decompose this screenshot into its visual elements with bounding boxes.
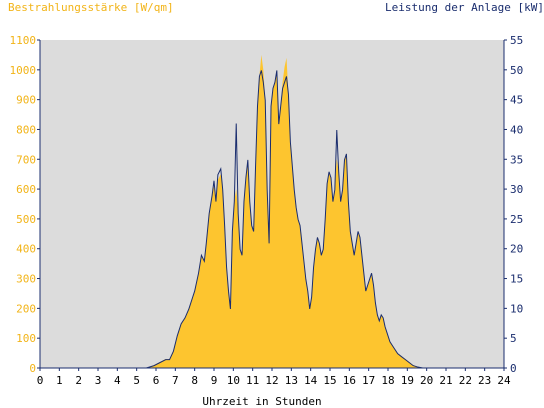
irradiance-area [40,54,504,368]
x-tick-label: 9 [211,374,218,387]
x-tick-label: 5 [133,374,140,387]
right-tick-label: 40 [510,123,523,136]
right-tick-label: 0 [510,362,517,375]
x-tick-label: 13 [285,374,298,387]
right-tick-label: 25 [510,213,523,226]
right-tick-label: 30 [510,183,523,196]
x-tick-label: 2 [75,374,82,387]
left-tick-label: 800 [16,123,36,136]
x-tick-label: 11 [246,374,259,387]
left-tick-label: 200 [16,302,36,315]
right-tick-label: 15 [510,273,523,286]
x-tick-label: 0 [37,374,44,387]
left-tick-label: 400 [16,243,36,256]
x-axis-label: Uhrzeit in Stunden [202,395,321,408]
x-tick-label: 10 [227,374,240,387]
x-tick-label: 22 [459,374,472,387]
x-tick-label: 3 [95,374,102,387]
x-tick-label: 17 [362,374,375,387]
left-tick-label: 300 [16,273,36,286]
x-tick-label: 18 [381,374,394,387]
x-tick-label: 6 [153,374,160,387]
right-tick-label: 20 [510,243,523,256]
left-tick-label: 900 [16,94,36,107]
x-tick-label: 15 [323,374,336,387]
series-layer [40,54,504,369]
x-tick-label: 23 [478,374,491,387]
left-tick-label: 1000 [10,64,37,77]
x-tick-label: 19 [401,374,414,387]
right-tick-label: 50 [510,64,523,77]
left-tick-label: 600 [16,183,36,196]
x-tick-label: 12 [265,374,278,387]
power-line [40,70,504,369]
left-tick-label: 0 [29,362,36,375]
x-tick-label: 21 [439,374,452,387]
x-tick-label: 14 [304,374,318,387]
right-tick-label: 45 [510,94,523,107]
right-tick-label: 10 [510,302,523,315]
x-tick-label: 7 [172,374,179,387]
right-axis-title: Leistung der Anlage [kW] [385,1,544,14]
left-axis-title: Bestrahlungsstärke [W/qm] [8,1,174,14]
right-tick-label: 35 [510,153,523,166]
x-tick-label: 20 [420,374,433,387]
left-tick-label: 1100 [10,34,37,47]
left-tick-label: 100 [16,332,36,345]
right-tick-label: 55 [510,34,523,47]
x-tick-label: 16 [343,374,356,387]
x-tick-label: 24 [497,374,511,387]
x-tick-label: 1 [56,374,63,387]
right-tick-label: 5 [510,332,517,345]
x-tick-label: 8 [191,374,198,387]
x-tick-label: 4 [114,374,121,387]
left-tick-label: 700 [16,153,36,166]
axes-layer: 0100200300400500600700800900100011000510… [10,34,524,387]
left-tick-label: 500 [16,213,36,226]
